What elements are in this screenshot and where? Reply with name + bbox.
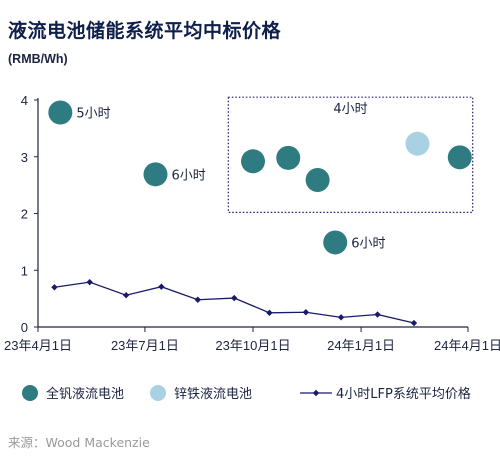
legend-line-marker xyxy=(312,389,320,397)
annotation-label: 4小时 xyxy=(333,102,367,117)
point-label: 6小时 xyxy=(171,168,205,183)
chart-title: 液流电池储能系统平均中标价格 xyxy=(8,20,282,42)
point-label: 5小时 xyxy=(76,106,110,121)
x-tick-label: 23年4月1日 xyxy=(4,338,72,353)
x-tick-label: 23年7月1日 xyxy=(111,338,179,353)
x-tick-label: 24年4月1日 xyxy=(434,338,500,353)
lfp-price-marker xyxy=(158,283,165,290)
y-tick-label: 4 xyxy=(21,93,28,108)
lfp-price-marker xyxy=(410,319,418,327)
annotation-box xyxy=(227,96,474,213)
y-tick-label: 0 xyxy=(21,320,28,335)
vanadium-point xyxy=(276,145,301,170)
legend-label: 全钒液流电池 xyxy=(46,386,124,402)
x-tick-label: 24年1月1日 xyxy=(327,338,395,353)
vanadium-point xyxy=(143,162,168,187)
unit-label: (RMB/Wh) xyxy=(8,52,68,66)
y-tick-label: 2 xyxy=(21,207,28,222)
vanadium-point xyxy=(447,145,472,170)
legend-label: 锌铁液流电池 xyxy=(174,387,252,402)
lfp-price-marker xyxy=(374,311,381,318)
legend-label: 4小时LFP系统平均价格 xyxy=(336,386,471,402)
lfp-price-marker xyxy=(337,314,345,321)
lfp-price-marker xyxy=(302,309,310,316)
point-label: 6小时 xyxy=(351,236,385,251)
vanadium-point xyxy=(48,100,73,125)
zinc-iron-point xyxy=(405,131,430,156)
y-tick-label: 1 xyxy=(21,263,28,278)
lfp-price-marker xyxy=(122,292,130,299)
source-note: 来源：Wood Mackenzie xyxy=(8,435,150,450)
legend-swatch xyxy=(22,385,38,401)
vanadium-point xyxy=(323,230,348,255)
lfp-price-marker xyxy=(266,309,273,317)
y-tick-label: 3 xyxy=(21,150,28,165)
lfp-price-line xyxy=(54,281,415,324)
lfp-price-marker xyxy=(51,284,58,291)
legend-swatch xyxy=(150,385,166,401)
x-tick-label: 23年10月1日 xyxy=(215,338,290,353)
vanadium-point xyxy=(241,149,265,174)
lfp-price-marker xyxy=(86,278,93,286)
vanadium-point xyxy=(305,168,330,193)
lfp-price-marker xyxy=(194,296,201,303)
lfp-price-marker xyxy=(231,294,238,302)
